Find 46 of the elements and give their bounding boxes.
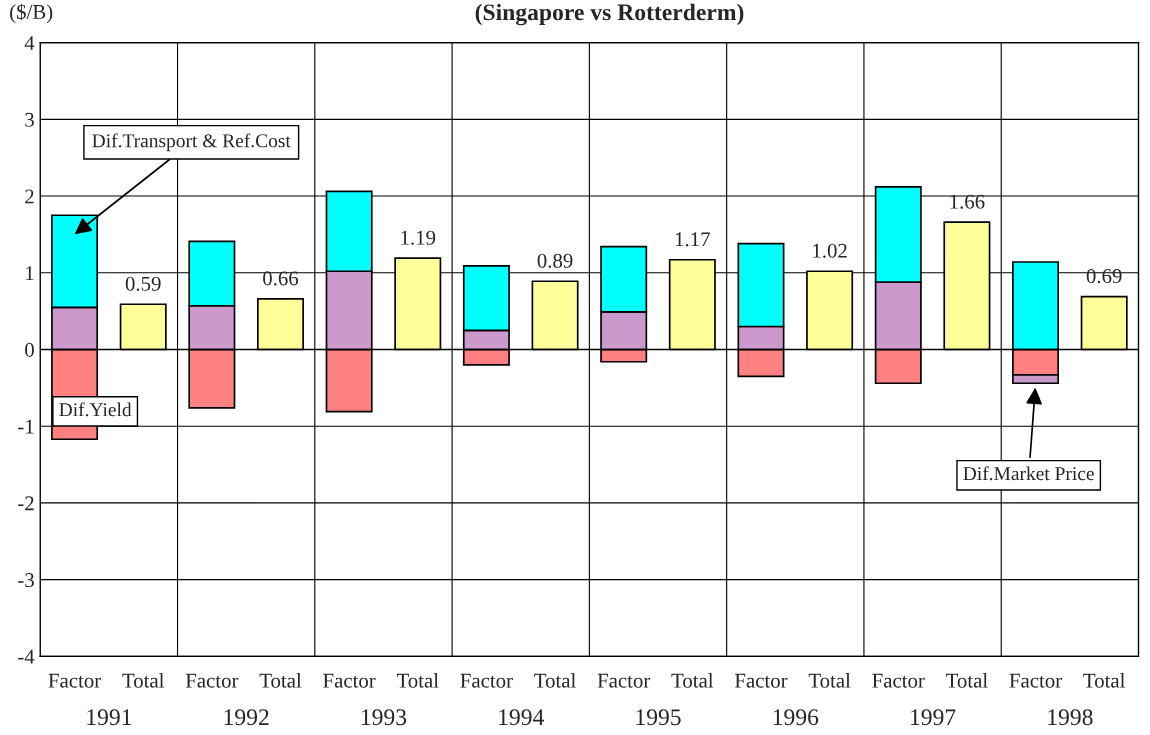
x-tick-label: Total [122,673,165,688]
x-tick-label: Factor [323,673,376,688]
y-tick-label: 2 [25,189,34,204]
y-tick-label: -4 [18,649,35,664]
y-tick-label: 0 [25,342,34,357]
x-tick-label: Factor [597,673,651,688]
data-label: 0.89 [537,253,573,268]
text: 1998 [1048,709,1093,726]
chart-title: (Singapore vs Rotterderm) [475,3,744,26]
x-tick-label: Factor [48,673,101,688]
text: Dif.Transport & Ref.Cost [92,133,291,152]
x-tick-label: Factor [1009,673,1062,688]
x-tick-label: Total [534,673,576,688]
x-tick-label: Factor [872,673,925,688]
series-label: Dif.Yield [59,402,132,417]
data-label: 1.02 [813,243,847,258]
x-tick-label: Total [1083,673,1126,688]
text: 1992 [224,709,269,726]
y-tick-label: -2 [18,496,34,511]
x-tick-label: Total [259,673,302,688]
data-label: 0.59 [125,276,161,291]
text: 1993 [361,709,407,726]
data-label: 0.69 [1086,269,1122,284]
x-tick-label: Factor [460,673,513,688]
text: 1995 [636,709,681,726]
text: 1994 [499,709,544,726]
x-tick-label: Total [671,673,714,688]
x-tick-label: Total [396,673,439,688]
text: Dif.Market Price [963,466,1094,481]
x-tick-label: Factor [734,673,788,688]
y-tick-label: 3 [25,112,34,127]
data-label: 0.66 [263,271,299,286]
x-tick-label: Total [946,673,988,688]
data-label: 1.17 [675,232,710,247]
y-tick-label: -1 [18,419,34,434]
x-tick-label: Total [808,673,851,688]
text: 1997 [911,709,956,726]
data-label: 1.66 [950,194,985,209]
data-label: 1.19 [401,230,436,245]
x-tick-label: Factor [185,673,239,688]
text: 1996 [773,709,819,726]
y-tick-label: 1 [26,266,34,281]
text: 1991 [87,709,132,726]
y-tick-label: 4 [24,36,35,50]
y-axis-title: ($/B) [10,3,53,24]
y-tick-label: -3 [18,573,34,588]
